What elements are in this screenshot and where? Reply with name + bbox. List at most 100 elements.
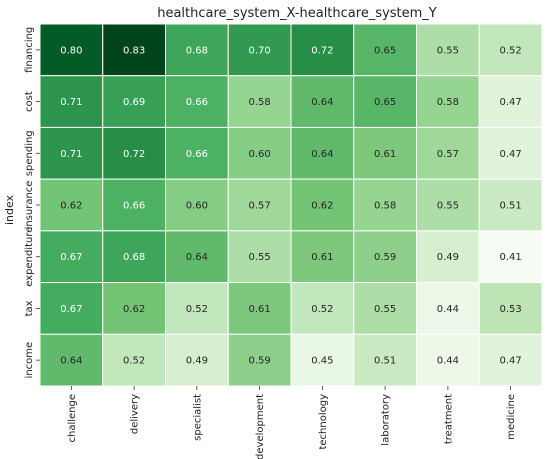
- cell-value-label: 0.80: [60, 45, 82, 56]
- cell-value-label: 0.65: [374, 97, 396, 108]
- x-tick-label: medicine: [506, 394, 517, 440]
- heatmap-cell: [102, 333, 166, 387]
- heatmap-cell: [165, 178, 229, 232]
- cell-value-label: 0.57: [248, 201, 270, 212]
- heatmap-cell: [290, 333, 355, 387]
- heatmap-cell: [416, 126, 480, 180]
- cell-value-label: 0.67: [60, 304, 82, 315]
- heatmap-cell: [290, 230, 355, 284]
- heatmap-cell: [102, 23, 166, 77]
- heatmap-cell: [416, 333, 480, 387]
- cell-value-label: 0.61: [248, 304, 270, 315]
- heatmap-cell: [39, 23, 104, 77]
- cell-value-label: 0.55: [248, 252, 270, 263]
- heatmap-cell: [353, 75, 417, 128]
- cell-value-label: 0.64: [311, 149, 333, 160]
- heatmap-cell: [290, 126, 355, 180]
- heatmap-cell: [227, 75, 292, 128]
- y-tick-label: income: [24, 342, 35, 379]
- heatmap-cell: [416, 230, 480, 284]
- x-tick-label: technology: [318, 394, 329, 450]
- heatmap-cell: [290, 178, 355, 232]
- cell-value-label: 0.52: [186, 304, 208, 315]
- x-tick-label: specialist: [192, 394, 203, 441]
- heatmap-cell: [416, 282, 480, 335]
- cell-value-label: 0.51: [499, 201, 521, 212]
- cell-value-label: 0.69: [123, 97, 145, 108]
- cell-value-label: 0.53: [499, 304, 521, 315]
- cell-value-label: 0.55: [374, 304, 396, 315]
- cell-value-label: 0.60: [186, 201, 208, 212]
- x-tick-label: treatment: [443, 394, 454, 444]
- cell-value-label: 0.58: [374, 201, 396, 212]
- cell-value-label: 0.66: [123, 201, 145, 212]
- y-axis-label: index: [3, 194, 16, 225]
- heatmap-cell: [353, 282, 417, 335]
- y-tick-label: expenditure: [24, 227, 35, 287]
- cell-value-label: 0.58: [437, 97, 459, 108]
- x-tick-label: development: [255, 394, 266, 459]
- cell-value-label: 0.64: [311, 97, 333, 108]
- heatmap-cell: [478, 230, 543, 284]
- x-tick-label: delivery: [130, 394, 141, 434]
- cell-value-label: 0.72: [311, 45, 333, 56]
- heatmap-cell: [478, 282, 543, 335]
- cell-value-label: 0.68: [186, 45, 208, 56]
- cell-value-label: 0.47: [499, 97, 521, 108]
- heatmap-cell: [102, 282, 166, 335]
- cell-value-label: 0.72: [123, 149, 145, 160]
- cell-value-label: 0.51: [374, 356, 396, 367]
- heatmap-cell: [165, 282, 229, 335]
- chart-title: healthcare_system_X-healthcare_system_Y: [157, 6, 437, 21]
- cell-value-label: 0.61: [311, 252, 333, 263]
- cell-value-label: 0.70: [248, 45, 270, 56]
- cell-value-label: 0.49: [437, 252, 459, 263]
- heatmap-cell: [165, 333, 229, 387]
- cell-value-label: 0.64: [186, 252, 208, 263]
- heatmap-cell: [478, 126, 543, 180]
- cell-value-label: 0.49: [186, 356, 208, 367]
- cell-value-label: 0.71: [60, 149, 82, 160]
- heatmap-cell: [353, 333, 417, 387]
- cell-value-label: 0.44: [437, 356, 459, 367]
- cell-value-label: 0.62: [123, 304, 145, 315]
- y-tick-label: tax: [24, 300, 35, 316]
- y-tick-labels: financing cost spending insuranceexpenditur…: [24, 27, 40, 379]
- cell-value-label: 0.66: [186, 97, 208, 108]
- cell-value-label: 0.52: [123, 356, 145, 367]
- heatmap-cell: [165, 23, 229, 77]
- cell-value-label: 0.66: [186, 149, 208, 160]
- heatmap-cell: [416, 178, 480, 232]
- cell-value-label: 0.52: [499, 45, 521, 56]
- y-tick-label: spending: [24, 130, 35, 176]
- heatmap-cell: [39, 178, 104, 232]
- heatmap-cell: [227, 126, 292, 180]
- heatmap-cell: [478, 333, 543, 387]
- heatmap-cell: [353, 23, 417, 77]
- x-tick-label: challenge: [67, 394, 78, 443]
- heatmap-cell: [227, 178, 292, 232]
- cell-value-label: 0.62: [60, 201, 82, 212]
- cell-value-label: 0.59: [374, 252, 396, 263]
- cell-value-label: 0.45: [311, 356, 333, 367]
- cell-value-label: 0.52: [311, 304, 333, 315]
- cell-value-labels: 0.80 0.83 0.68 0.70 0.72 0.65 0.55 0.52 0.71 0.69…: [60, 45, 522, 366]
- cell-value-label: 0.61: [374, 149, 396, 160]
- heatmap-cell: [353, 126, 417, 180]
- y-tick-label: cost: [24, 91, 35, 112]
- cell-value-label: 0.67: [60, 252, 82, 263]
- x-tick-labels: challenge delivery specialist development te…: [67, 386, 517, 459]
- cell-value-label: 0.62: [311, 201, 333, 212]
- cell-value-label: 0.57: [437, 149, 459, 160]
- x-tick-label: laboratory: [381, 394, 392, 446]
- cell-value-label: 0.41: [499, 252, 521, 263]
- heatmap-cell: [478, 75, 543, 128]
- cell-value-label: 0.71: [60, 97, 82, 108]
- heatmap-cell: [227, 230, 292, 284]
- heatmap-cell: [102, 75, 166, 128]
- cell-value-label: 0.68: [123, 252, 145, 263]
- heatmap-cell: [165, 126, 229, 180]
- cell-value-label: 0.83: [123, 45, 145, 56]
- heatmap-cell: [478, 23, 543, 77]
